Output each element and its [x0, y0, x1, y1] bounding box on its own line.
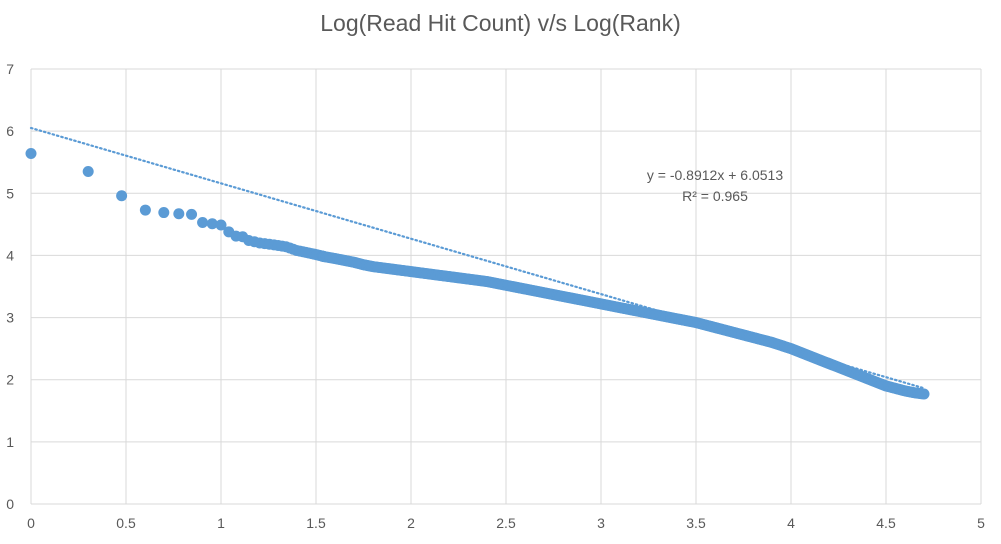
- x-tick-label: 2.5: [496, 515, 516, 531]
- data-points: [25, 148, 930, 400]
- trendline-equation: y = -0.8912x + 6.0513: [647, 167, 783, 183]
- gridlines: [30, 68, 982, 505]
- x-tick-label: 1.5: [306, 515, 326, 531]
- data-point: [139, 204, 151, 216]
- y-axis-ticks: 0 1 2 3 4 5 6 7: [6, 61, 14, 512]
- x-tick-label: 1: [217, 515, 225, 531]
- y-tick-label: 5: [6, 185, 14, 201]
- x-tick-label: 3: [597, 515, 605, 531]
- x-tick-label: 4.5: [876, 515, 896, 531]
- data-point-fill: [916, 388, 928, 400]
- data-point: [116, 190, 128, 202]
- x-tick-label: 2: [407, 515, 415, 531]
- chart-title: Log(Read Hit Count) v/s Log(Rank): [320, 10, 681, 36]
- x-tick-label: 4: [787, 515, 795, 531]
- data-point: [173, 208, 185, 220]
- data-point: [215, 219, 227, 231]
- trendline-r-squared: R² = 0.965: [682, 188, 748, 204]
- x-tick-label: 3.5: [686, 515, 706, 531]
- data-point: [197, 216, 209, 228]
- data-point: [158, 207, 170, 219]
- x-axis-ticks: 0 0.5 1 1.5 2 2.5 3 3.5 4 4.5 5: [27, 515, 985, 531]
- data-point: [82, 166, 94, 178]
- y-tick-label: 2: [6, 372, 14, 388]
- x-tick-label: 0.5: [116, 515, 136, 531]
- y-tick-label: 1: [6, 434, 14, 450]
- y-tick-label: 7: [6, 61, 14, 77]
- data-point: [25, 148, 37, 160]
- data-point: [206, 218, 218, 230]
- y-tick-label: 4: [6, 247, 14, 263]
- x-tick-label: 0: [27, 515, 35, 531]
- x-tick-label: 5: [977, 515, 985, 531]
- data-point: [186, 208, 198, 220]
- y-tick-label: 6: [6, 123, 14, 139]
- y-tick-label: 3: [6, 310, 14, 326]
- y-tick-label: 0: [6, 496, 14, 512]
